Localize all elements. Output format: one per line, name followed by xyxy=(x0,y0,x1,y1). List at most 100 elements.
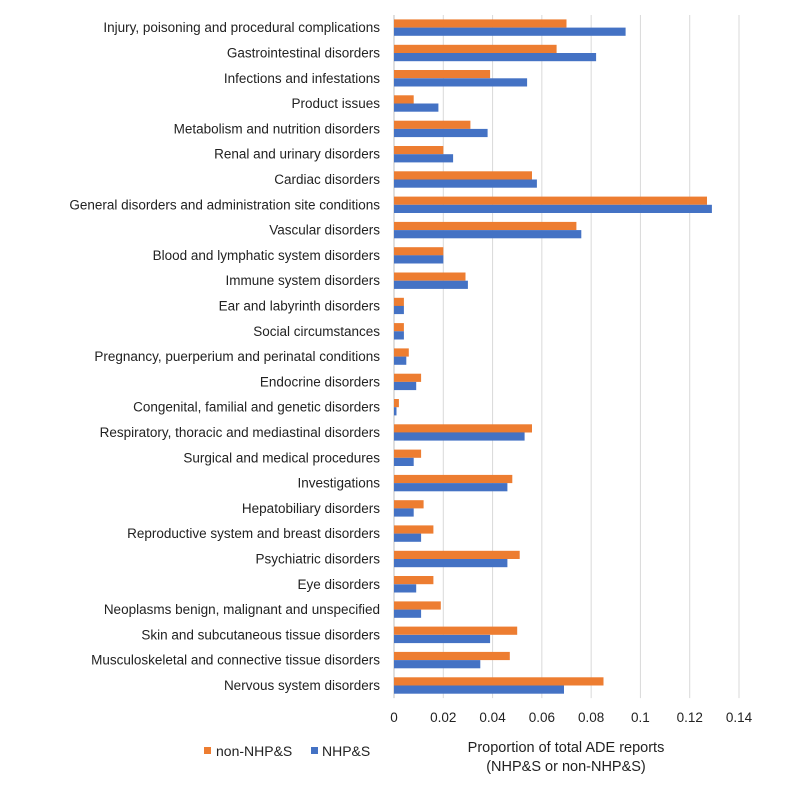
bar-non-nhps xyxy=(394,550,520,559)
category-label: Surgical and medical procedures xyxy=(183,450,380,465)
bar-nhps xyxy=(394,483,508,492)
bar-non-nhps xyxy=(394,247,444,256)
x-tick-label: 0.08 xyxy=(578,710,604,725)
category-label: Congenital, familial and genetic disorde… xyxy=(133,400,380,415)
legend: non-NHP&S NHP&S xyxy=(204,743,370,759)
bar-nhps xyxy=(394,584,417,593)
bar-nhps xyxy=(394,154,454,163)
bar-nhps xyxy=(394,559,508,568)
legend-swatch-nhps xyxy=(311,747,318,754)
x-tick-labels: 0 0.02 0.04 0.06 0.08 0.1 0.12 0.14 xyxy=(390,710,752,725)
bar-nhps xyxy=(394,432,525,441)
category-label: Injury, poisoning and procedural complic… xyxy=(103,20,380,35)
bar-non-nhps xyxy=(394,601,441,610)
category-label: Infections and infestations xyxy=(224,71,380,86)
x-tick-label: 0 xyxy=(390,710,398,725)
bar-non-nhps xyxy=(394,146,444,155)
legend-swatch-non-nhps xyxy=(204,747,211,754)
bar-non-nhps xyxy=(394,626,518,635)
category-label: Ear and labyrinth disorders xyxy=(219,298,381,313)
category-label: Reproductive system and breast disorders xyxy=(127,526,380,541)
bar-nhps xyxy=(394,609,422,618)
category-label: General disorders and administration sit… xyxy=(69,197,380,212)
bar-nhps xyxy=(394,53,597,62)
bar-nhps xyxy=(394,280,468,289)
bar-nhps xyxy=(394,78,528,87)
bar-non-nhps xyxy=(394,70,491,79)
category-label: Renal and urinary disorders xyxy=(214,147,380,162)
x-tick-label: 0.02 xyxy=(430,710,456,725)
bar-nhps xyxy=(394,331,404,340)
legend-label-non-nhps: non-NHP&S xyxy=(216,743,292,759)
bar-non-nhps xyxy=(394,677,604,686)
bar-non-nhps xyxy=(394,474,513,484)
bar-non-nhps xyxy=(394,651,510,661)
x-axis-title-line2: (NHP&S or non-NHP&S) xyxy=(486,759,646,775)
bar-non-nhps xyxy=(394,171,532,180)
bar-nhps xyxy=(394,204,712,213)
bar-non-nhps xyxy=(394,576,434,585)
category-label: Respiratory, thoracic and mediastinal di… xyxy=(100,425,381,440)
bar-nhps xyxy=(394,634,491,644)
category-label: Vascular disorders xyxy=(269,223,380,238)
bar-non-nhps xyxy=(394,525,434,534)
legend-label-nhps: NHP&S xyxy=(322,743,370,759)
bar-nhps xyxy=(394,381,417,391)
bar-non-nhps xyxy=(394,221,577,231)
bar-nhps xyxy=(394,255,444,264)
x-axis-title-line1: Proportion of total ADE reports xyxy=(468,740,665,756)
x-tick-label: 0.04 xyxy=(479,710,506,725)
bar-nhps xyxy=(394,305,404,315)
bar-nhps xyxy=(394,533,422,542)
category-label: Social circumstances xyxy=(253,324,380,339)
bar-non-nhps xyxy=(394,272,466,281)
bar-non-nhps xyxy=(394,449,422,458)
category-label: Metabolism and nutrition disorders xyxy=(174,121,381,136)
bar-nhps xyxy=(394,230,582,239)
bar-nhps xyxy=(394,660,481,669)
category-labels: Injury, poisoning and procedural complic… xyxy=(69,20,380,693)
category-label: Blood and lymphatic system disorders xyxy=(153,248,381,263)
bar-nhps xyxy=(394,407,397,416)
bar-nhps xyxy=(394,457,414,466)
category-label: Immune system disorders xyxy=(225,273,380,288)
category-label: Psychiatric disorders xyxy=(255,552,380,567)
bar-nhps xyxy=(394,179,537,188)
category-label: Hepatobiliary disorders xyxy=(242,501,380,516)
bar-non-nhps xyxy=(394,348,409,357)
category-label: Nervous system disorders xyxy=(224,678,380,693)
category-label: Cardiac disorders xyxy=(274,172,380,187)
category-label: Product issues xyxy=(291,96,380,111)
x-tick-label: 0.06 xyxy=(529,710,555,725)
bar-non-nhps xyxy=(394,95,414,104)
category-label: Skin and subcutaneous tissue disorders xyxy=(141,627,380,642)
bar-non-nhps xyxy=(394,399,399,408)
bar-non-nhps xyxy=(394,19,567,28)
bar-non-nhps xyxy=(394,373,422,382)
bar-non-nhps xyxy=(394,323,404,332)
bar-nhps xyxy=(394,685,564,694)
bar-non-nhps xyxy=(394,44,557,53)
x-tick-label: 0.14 xyxy=(726,710,753,725)
category-label: Endocrine disorders xyxy=(260,374,380,389)
category-label: Neoplasms benign, malignant and unspecif… xyxy=(104,602,380,617)
bar-nhps xyxy=(394,27,626,36)
x-tick-label: 0.1 xyxy=(631,710,650,725)
bar-non-nhps xyxy=(394,297,404,306)
category-label: Eye disorders xyxy=(297,577,380,592)
category-label: Musculoskeletal and connective tissue di… xyxy=(91,653,380,668)
bar-non-nhps xyxy=(394,424,532,433)
bar-nhps xyxy=(394,103,439,112)
bar-nhps xyxy=(394,508,414,517)
category-label: Gastrointestinal disorders xyxy=(227,46,380,61)
x-tick-label: 0.12 xyxy=(677,710,703,725)
bar-nhps xyxy=(394,356,407,365)
bar-non-nhps xyxy=(394,500,424,509)
bar-non-nhps xyxy=(394,196,707,205)
bar-nhps xyxy=(394,128,488,138)
category-label: Investigations xyxy=(297,476,380,491)
bars xyxy=(394,19,712,694)
category-label: Pregnancy, puerperium and perinatal cond… xyxy=(94,349,380,364)
gridlines xyxy=(393,15,740,699)
